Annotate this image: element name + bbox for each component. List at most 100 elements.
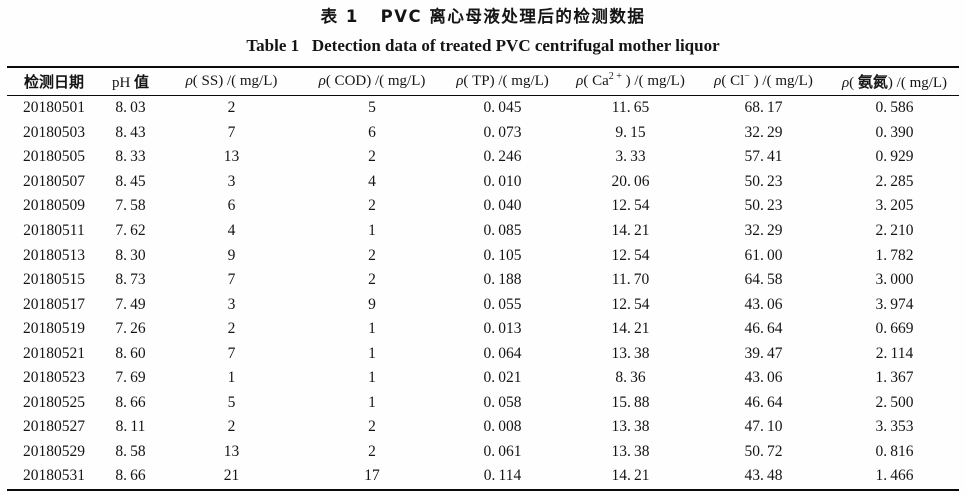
value-cell: 2 <box>368 418 376 436</box>
value-cell: 17 <box>364 467 380 485</box>
value-cell: 7. 58 <box>115 197 146 215</box>
value-cell: 0. 816 <box>875 442 914 460</box>
value-cell: 2 <box>227 418 236 436</box>
table-row: 20180531 8. 66 21 17 0. 114 14. 21 43. 48 1. 46… <box>7 464 959 490</box>
date-cell: 20180523 <box>23 369 85 387</box>
value-cell: 14. 21 <box>611 467 650 485</box>
value-cell: 8. 66 <box>115 393 146 411</box>
value-cell: 0. 188 <box>483 271 522 289</box>
value-cell: 8. 03 <box>115 99 146 117</box>
value-cell: 12. 54 <box>611 295 650 313</box>
value-cell: 0. 021 <box>483 369 522 387</box>
table-row: 20180507 8. 45 3 4 0. 010 20. 06 50. 23 2. 285 <box>7 170 959 195</box>
value-cell: 64. 58 <box>744 271 783 289</box>
date-cell: 20180521 <box>23 344 85 362</box>
date-cell: 20180515 <box>23 271 85 289</box>
value-cell: 1. 782 <box>875 246 914 264</box>
value-cell: 6 <box>227 197 236 215</box>
value-cell: 8. 43 <box>115 123 146 141</box>
value-cell: 50. 23 <box>744 197 783 215</box>
value-cell: 0. 073 <box>483 123 522 141</box>
value-cell: 0. 013 <box>483 320 522 338</box>
value-cell: 14. 21 <box>611 222 650 239</box>
value-cell: 32. 29 <box>744 222 783 239</box>
value-cell: 13 <box>223 442 240 460</box>
value-cell: 13. 38 <box>611 442 650 460</box>
table-row: 20180525 8. 66 5 1 0. 058 15. 88 46. 64 2. 500 <box>7 391 959 416</box>
value-cell: 0. 064 <box>483 344 522 362</box>
value-cell: 3. 000 <box>875 271 914 289</box>
value-cell: 2 <box>227 99 236 117</box>
value-cell: 46. 64 <box>744 393 783 411</box>
header-cell-date: 检测日期 <box>23 73 84 91</box>
value-cell: 0. 669 <box>875 320 914 338</box>
value-cell: 13. 38 <box>611 418 650 436</box>
value-cell: 2 <box>227 320 236 338</box>
value-cell: 1 <box>368 320 376 338</box>
date-cell: 20180525 <box>23 393 85 411</box>
table-row: 20180513 8. 30 9 2 0. 105 12. 54 61. 00 1. 782 <box>7 243 959 268</box>
value-cell: 0. 061 <box>483 442 522 460</box>
value-cell: 4 <box>227 222 236 239</box>
value-cell: 43. 06 <box>744 295 783 313</box>
value-cell: 9. 15 <box>615 123 646 141</box>
table-row: 20180529 8. 58 13 2 0. 061 13. 38 50. 72 0. 816 <box>7 440 959 465</box>
value-cell: 5 <box>227 393 236 411</box>
value-cell: 7 <box>227 271 236 289</box>
table-row: 20180519 7. 26 2 1 0. 013 14. 21 46. 64 0. 669 <box>7 317 959 342</box>
value-cell: 0. 045 <box>483 99 522 117</box>
value-cell: 4 <box>368 172 376 190</box>
value-cell: 1 <box>368 222 376 239</box>
value-cell: 7. 26 <box>115 320 146 338</box>
value-cell: 7. 62 <box>115 222 146 239</box>
value-cell: 3 <box>227 172 236 190</box>
detection-data-table: 检测日期 pH 值 ρ( SS) /( mg/L) ρ( COD) /( mg/L) ρ… <box>7 66 959 491</box>
value-cell: 1 <box>368 369 376 387</box>
date-cell: 20180509 <box>23 197 85 215</box>
value-cell: 14. 21 <box>611 320 650 338</box>
value-cell: 0. 246 <box>483 148 522 166</box>
date-cell: 20180519 <box>23 320 85 338</box>
value-cell: 8. 11 <box>115 418 146 436</box>
value-cell: 50. 23 <box>744 172 783 190</box>
value-cell: 46. 64 <box>744 320 783 338</box>
value-cell: 3. 205 <box>875 197 914 215</box>
date-cell: 20180507 <box>23 172 85 190</box>
value-cell: 2 <box>368 271 376 289</box>
value-cell: 3. 353 <box>875 418 914 436</box>
table-row: 20180521 8. 60 7 1 0. 064 13. 38 39. 47 2. 114 <box>7 341 959 366</box>
value-cell: 1 <box>368 344 376 362</box>
value-cell: 0. 058 <box>483 393 522 411</box>
value-cell: 9 <box>368 295 376 313</box>
date-cell: 20180529 <box>23 442 85 460</box>
value-cell: 2. 500 <box>875 393 914 411</box>
value-cell: 11. 70 <box>611 271 650 289</box>
value-cell: 7. 49 <box>115 295 146 313</box>
value-cell: 9 <box>227 246 236 264</box>
table-row: 20180505 8. 33 13 2 0. 246 3. 33 57. 41 0. 929 <box>7 145 959 170</box>
value-cell: 2 <box>368 148 376 166</box>
value-cell: 13 <box>223 148 240 166</box>
value-cell: 50. 72 <box>744 442 783 460</box>
header-cell-ss: ρ( SS) /( mg/L) <box>185 73 278 89</box>
table-header-row: 检测日期 pH 值 ρ( SS) /( mg/L) ρ( COD) /( mg/L) ρ… <box>7 67 959 96</box>
value-cell: 11. 65 <box>611 99 650 117</box>
value-cell: 57. 41 <box>744 148 783 166</box>
value-cell: 0. 010 <box>483 172 522 190</box>
header-cell-ca: ρ( Ca2 + ) /( mg/L) <box>576 71 685 90</box>
value-cell: 39. 47 <box>744 344 783 362</box>
date-cell: 20180503 <box>23 123 85 141</box>
value-cell: 8. 45 <box>115 172 146 190</box>
value-cell: 0. 008 <box>483 418 522 436</box>
value-cell: 1 <box>368 393 376 411</box>
value-cell: 6 <box>368 123 376 141</box>
table-row: 20180523 7. 69 1 1 0. 021 8. 36 43. 06 1. 367 <box>7 366 959 391</box>
table-row: 20180511 7. 62 4 1 0. 085 14. 21 32. 29 2. 210 <box>7 219 959 244</box>
value-cell: 2. 114 <box>875 344 914 362</box>
value-cell: 8. 73 <box>115 271 146 289</box>
value-cell: 2. 210 <box>875 222 914 239</box>
table-row: 20180503 8. 43 7 6 0. 073 9. 15 32. 29 0. 390 <box>7 121 959 146</box>
value-cell: 7 <box>227 123 236 141</box>
value-cell: 47. 10 <box>744 418 783 436</box>
